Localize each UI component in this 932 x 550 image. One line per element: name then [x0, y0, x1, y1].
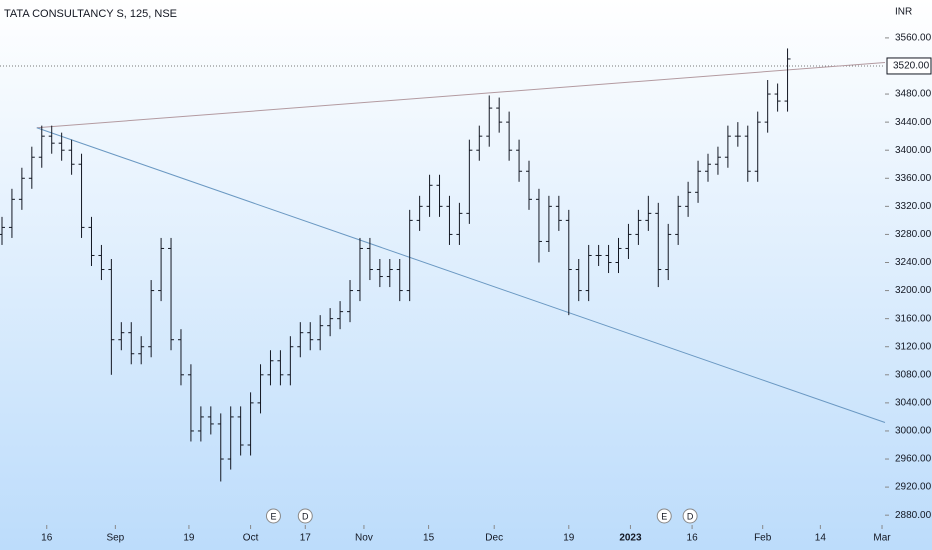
y-tick-label: 2960.00	[895, 454, 932, 465]
x-tick-label: 17	[300, 533, 312, 544]
x-tick-label: 15	[423, 533, 435, 544]
x-tick-label: 14	[815, 533, 827, 544]
y-tick-label: 3560.00	[895, 33, 932, 44]
y-tick-label: 3240.00	[895, 257, 932, 268]
x-tick-label: Nov	[355, 533, 373, 544]
event-label: D	[687, 511, 694, 521]
x-tick-label: 19	[563, 533, 575, 544]
y-tick-label: 3000.00	[895, 426, 932, 437]
trendline	[36, 61, 886, 129]
y-tick-label: 3120.00	[895, 341, 932, 352]
y-tick-label: 3160.00	[895, 313, 932, 324]
event-label: E	[661, 511, 667, 521]
x-tick-label: Dec	[485, 533, 503, 544]
y-tick-label: 3360.00	[895, 173, 932, 184]
event-marker	[656, 508, 672, 524]
y-tick-label: 3400.00	[895, 145, 932, 156]
currency: INR	[895, 7, 912, 18]
x-tick-label: Oct	[243, 533, 259, 544]
y-tick-label: 3440.00	[895, 117, 932, 128]
last-price-label: 3520.00	[893, 61, 930, 72]
x-tick-label: 16	[687, 533, 699, 544]
y-tick-label: 3320.00	[895, 201, 932, 212]
x-tick-label: Feb	[754, 533, 772, 544]
y-tick-label: 3200.00	[895, 285, 932, 296]
trendline	[36, 127, 886, 423]
event-marker	[297, 508, 313, 524]
y-tick-label: 3280.00	[895, 229, 932, 240]
event-label: D	[302, 511, 309, 521]
event-marker	[265, 508, 281, 524]
event-label: E	[270, 511, 276, 521]
x-tick-label: Sep	[106, 533, 124, 544]
last-price-box	[886, 57, 932, 75]
x-tick-label: Mar	[873, 533, 891, 544]
y-tick-label: 3480.00	[895, 89, 932, 100]
y-tick-label: 2920.00	[895, 482, 932, 493]
x-tick-label: 2023	[619, 533, 642, 544]
y-tick-label: 2880.00	[895, 510, 932, 521]
x-tick-label: 16	[41, 533, 53, 544]
event-marker	[682, 508, 698, 524]
chart-title: TATA CONSULTANCY S, 125, NSE	[4, 8, 177, 20]
y-tick-label: 3040.00	[895, 398, 932, 409]
y-tick-label: 3080.00	[895, 369, 932, 380]
x-tick-label: 19	[183, 533, 195, 544]
